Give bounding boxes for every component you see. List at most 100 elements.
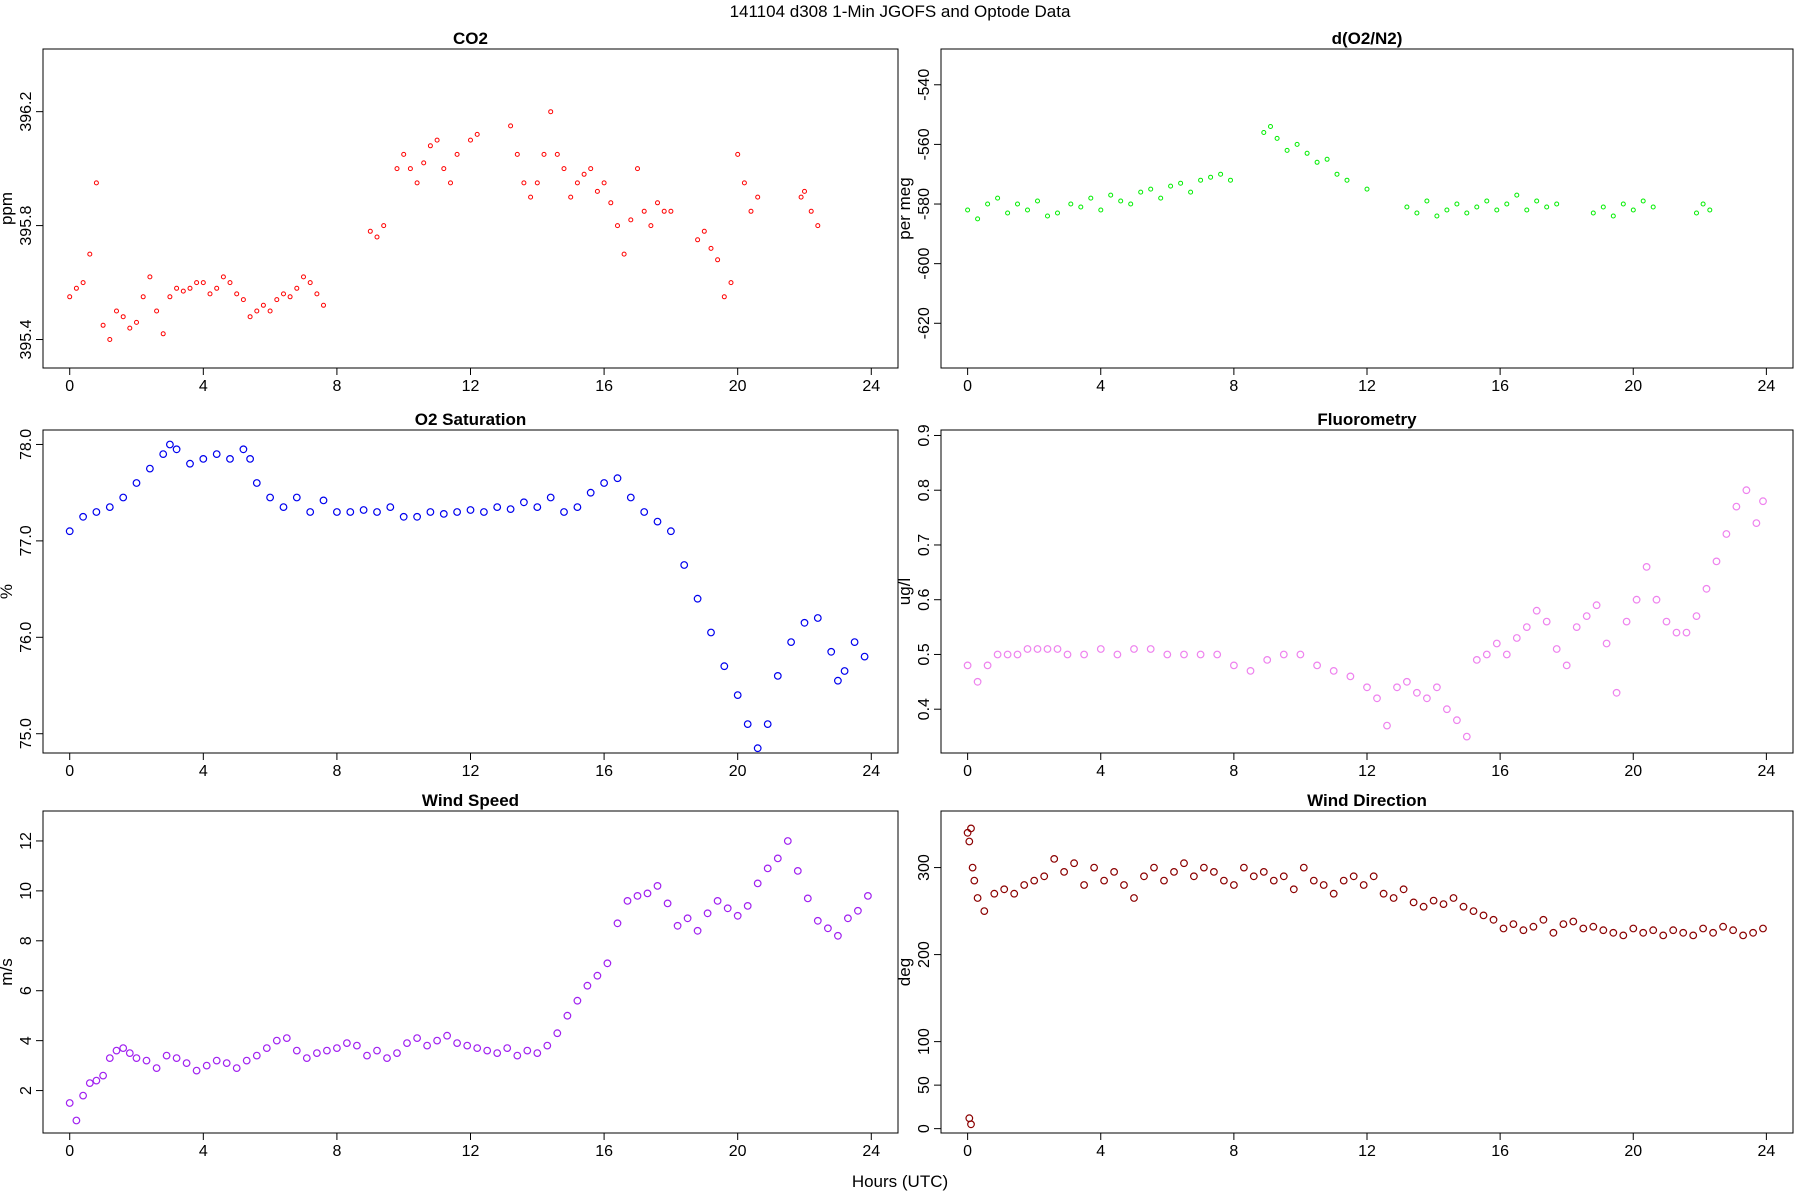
data-point: [993, 650, 1002, 659]
data-point: [728, 280, 734, 286]
x-tick-label: 4: [199, 1143, 208, 1160]
data-point: [114, 308, 119, 314]
data-point: [1199, 863, 1208, 872]
data-point: [1662, 617, 1671, 626]
data-point: [844, 914, 852, 923]
data-point: [394, 166, 400, 172]
data-point: [864, 892, 872, 900]
data-point: [1484, 198, 1490, 204]
data-point: [1364, 186, 1370, 192]
data-point: [132, 1054, 141, 1062]
data-point: [1404, 204, 1410, 210]
data-point: [454, 151, 460, 157]
data-point: [1502, 650, 1511, 659]
x-tick-label: 0: [65, 1143, 74, 1160]
chart-title: Wind Speed: [422, 791, 519, 810]
y-tick-label: -540: [916, 69, 933, 101]
data-point: [1514, 192, 1520, 198]
data-point: [763, 864, 772, 873]
data-point: [703, 909, 712, 918]
data-point: [543, 1041, 552, 1050]
data-point: [105, 503, 114, 512]
data-point: [1542, 617, 1551, 626]
data-point: [1669, 926, 1678, 935]
data-point: [159, 450, 168, 459]
data-point: [1138, 189, 1144, 195]
data-point: [333, 508, 341, 516]
data-point: [222, 1059, 231, 1067]
data-point: [307, 280, 313, 286]
data-point: [182, 1059, 191, 1067]
data-point: [1672, 628, 1681, 637]
data-point: [493, 503, 502, 512]
data-point: [653, 882, 662, 890]
x-tick-label: 16: [1491, 763, 1509, 780]
data-point: [1080, 650, 1088, 659]
data-point: [623, 897, 632, 905]
y-axis-label: ppm: [0, 192, 16, 225]
data-point: [1412, 688, 1421, 697]
data-point: [707, 628, 715, 637]
x-axis-title: Hours (UTC): [851, 1172, 949, 1191]
data-point: [1040, 872, 1049, 881]
data-point: [1640, 198, 1646, 204]
data-point: [1078, 204, 1084, 210]
data-point: [528, 194, 534, 200]
data-point: [1289, 885, 1298, 894]
data-point: [548, 109, 554, 115]
data-point: [1599, 926, 1608, 935]
data-point: [1444, 207, 1450, 213]
data-point: [319, 496, 328, 505]
data-point: [1712, 557, 1721, 566]
y-tick-label: 75.0: [18, 718, 35, 749]
data-point: [1261, 130, 1267, 135]
data-point: [1552, 645, 1561, 653]
data-point: [1612, 688, 1621, 697]
chart-title: CO2: [453, 29, 488, 48]
y-tick-label: 0.8: [916, 479, 933, 501]
data-point: [160, 331, 166, 337]
data-point: [798, 194, 804, 200]
data-point: [399, 512, 408, 521]
x-tick-label: 12: [462, 1143, 480, 1160]
data-point: [520, 498, 528, 507]
data-point: [1679, 928, 1688, 937]
data-point: [112, 1046, 121, 1055]
data-point: [1532, 606, 1541, 615]
data-point: [1005, 210, 1011, 216]
data-point: [1269, 876, 1278, 885]
data-point: [593, 971, 602, 980]
data-point: [793, 867, 802, 875]
data-point: [393, 1049, 401, 1057]
data-point: [963, 661, 972, 670]
data-point: [573, 503, 582, 512]
data-point: [1464, 210, 1470, 216]
y-tick-label: -560: [916, 128, 933, 160]
data-point: [1369, 872, 1378, 881]
data-point: [212, 450, 221, 459]
data-point: [1346, 672, 1355, 681]
data-point: [824, 924, 832, 933]
data-point: [1572, 623, 1581, 631]
data-point: [374, 234, 380, 240]
data-point: [140, 294, 146, 300]
data-point: [65, 1099, 74, 1107]
data-point: [493, 1049, 502, 1057]
data-point: [1020, 881, 1029, 889]
data-point: [227, 280, 233, 286]
data-point: [1590, 210, 1596, 216]
data-point: [534, 180, 540, 186]
data-point: [506, 505, 515, 514]
data-point: [323, 1046, 331, 1055]
data-point: [1304, 150, 1310, 156]
data-point: [603, 959, 612, 968]
data-point: [773, 672, 782, 680]
data-point: [1602, 639, 1611, 648]
data-point: [723, 904, 732, 913]
data-point: [633, 892, 642, 900]
plot-frame: [940, 810, 1794, 1134]
data-point: [194, 280, 200, 286]
data-point: [1619, 931, 1628, 940]
